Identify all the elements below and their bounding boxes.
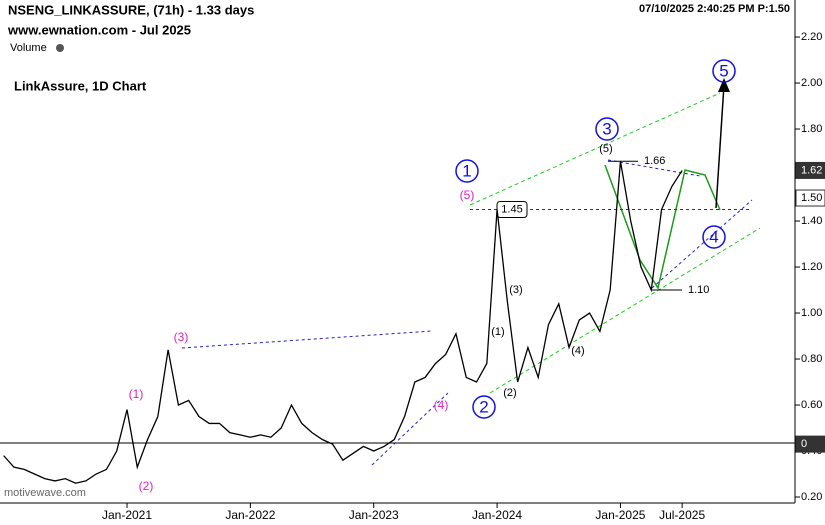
- wave-label: (2): [503, 387, 516, 399]
- price-line: [3, 161, 683, 484]
- settings-icon[interactable]: [56, 44, 64, 52]
- x-tick-label: Jul-2025: [659, 508, 705, 522]
- wave-label: 4: [709, 227, 718, 246]
- wave-circle: [712, 59, 736, 83]
- wave-circle: [595, 117, 619, 141]
- price-tag-label: 0: [801, 438, 807, 450]
- volume-label: Volume: [10, 42, 47, 54]
- projection-wave: [604, 164, 721, 290]
- wave-label: (5): [599, 143, 612, 155]
- price-tag-label: 1.62: [801, 164, 822, 176]
- price-tag: [795, 435, 825, 453]
- wave-circle: [702, 225, 726, 249]
- wave-label: 5: [719, 61, 728, 80]
- wave-label: 2: [479, 397, 488, 416]
- wave-label: (2): [139, 479, 154, 493]
- wave-label: (4): [571, 345, 584, 357]
- wave-circle: [455, 159, 479, 183]
- y-tick-label: 0.20: [801, 491, 822, 503]
- x-tick-label: Jan-2022: [225, 508, 275, 522]
- site: www.ewnation.com - Jul 2025: [7, 22, 191, 37]
- wave-label: (3): [509, 284, 522, 296]
- projection-arrow: [715, 84, 725, 209]
- channel-line: [489, 227, 761, 394]
- channel-line: [469, 92, 721, 206]
- price-tag: [795, 161, 825, 179]
- wave-label: 1: [462, 161, 471, 180]
- level-label: 1.10: [688, 284, 709, 296]
- wave-circle: [472, 395, 496, 419]
- wave-label: (1): [129, 387, 144, 401]
- price-tag-label: 1.50: [801, 192, 822, 204]
- trend-line: [651, 199, 753, 289]
- level-label: 1.45: [501, 203, 522, 215]
- chart-title: LinkAssure, 1D Chart: [14, 78, 147, 93]
- arrow-head: [718, 78, 730, 92]
- wave-label: (3): [174, 330, 189, 344]
- y-tick-label: 1.80: [801, 123, 822, 135]
- price-tag: [795, 189, 825, 207]
- y-tick-label: 0.60: [801, 399, 822, 411]
- x-tick-label: Jan-2021: [102, 508, 152, 522]
- timestamp: 07/10/2025 2:40:25 PM P:1.50: [639, 3, 790, 15]
- y-tick-label: 2.20: [801, 31, 822, 43]
- annotations: (1) (2) (3) (4) (5) (1) (2) (3) (4) (5) …: [129, 59, 736, 493]
- wave-label: (4): [434, 398, 449, 412]
- symbol: NSENG_LINKASSURE, (71h) - 1.33 days: [8, 2, 254, 17]
- y-tick-label: 1.20: [801, 261, 822, 273]
- y-tick-label: 1.40: [801, 215, 822, 227]
- y-tick-label: 2.00: [801, 77, 822, 89]
- x-tick-label: Jan-2024: [472, 508, 522, 522]
- y-tick-label: 0.80: [801, 353, 822, 365]
- y-tick-label: 1.00: [801, 307, 822, 319]
- x-tick-label: Jan-2023: [349, 508, 399, 522]
- wave-label: (1): [491, 326, 504, 338]
- x-tick-label: Jan-2025: [595, 508, 645, 522]
- wave-label: (5): [460, 188, 475, 202]
- level-label: 1.66: [644, 155, 665, 167]
- wave-label: 3: [602, 119, 611, 138]
- watermark: motivewave.com: [4, 487, 86, 499]
